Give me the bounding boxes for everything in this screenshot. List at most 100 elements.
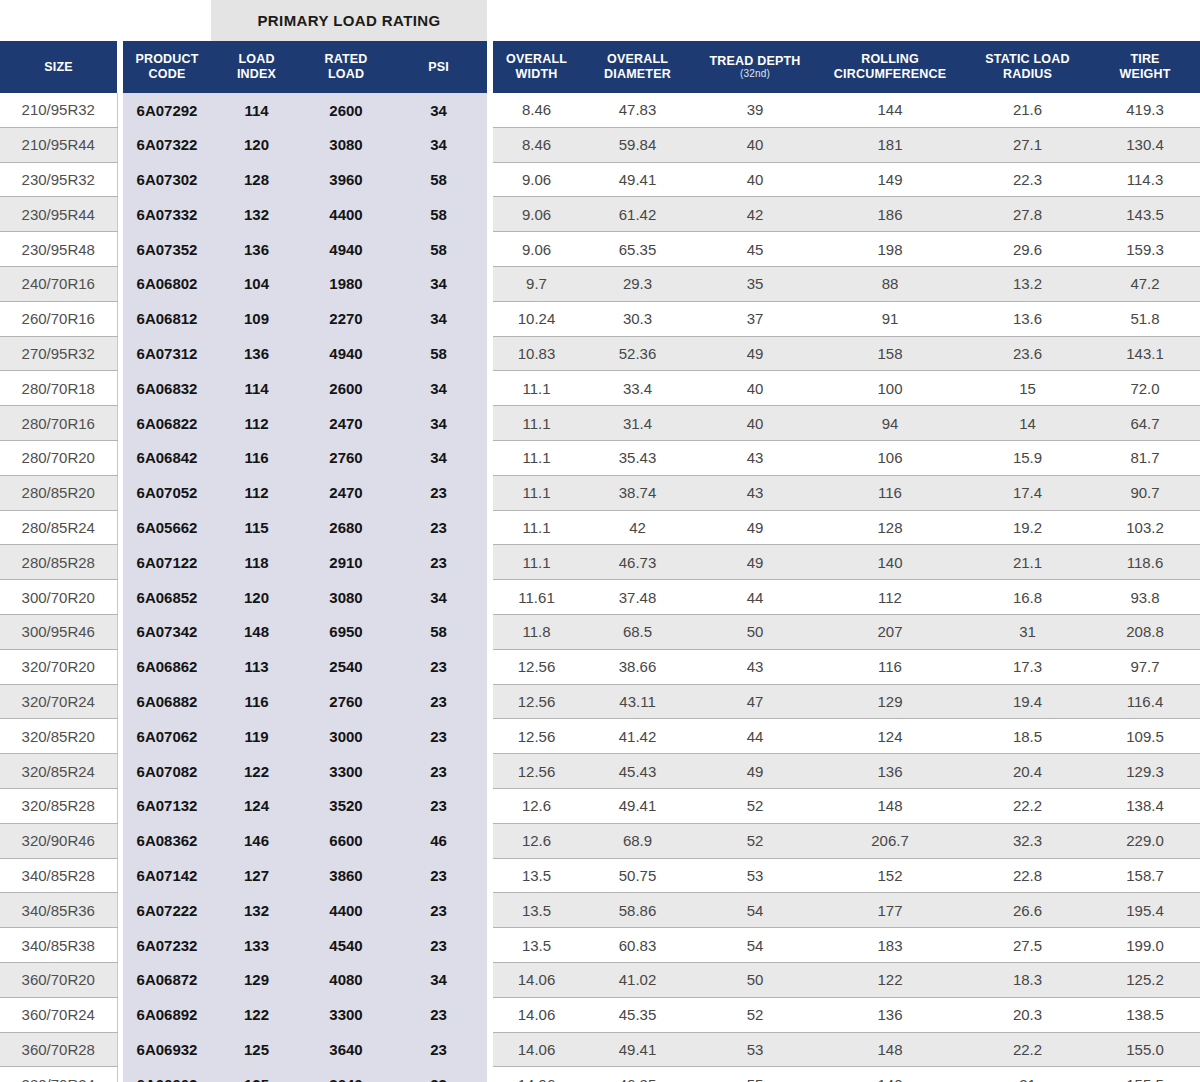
table-row: 320/85R286A0713212435202312.649.41521482… — [0, 788, 1200, 823]
rated-load-cell: 1980 — [302, 266, 390, 301]
static-load-radius-cell: 26.6 — [965, 893, 1090, 928]
product-code-cell: 6A06932 — [123, 1032, 211, 1067]
product-code-cell: 6A06822 — [123, 406, 211, 441]
static-load-radius-cell: 15.9 — [965, 440, 1090, 475]
tread-depth-cell: 40 — [695, 406, 815, 441]
table-row: 360/70R206A0687212940803414.0641.0250122… — [0, 962, 1200, 997]
size-cell: 270/95R32 — [0, 336, 117, 371]
rolling-circumference-cell: 181 — [815, 127, 965, 162]
load-index-cell: 129 — [211, 962, 302, 997]
tread-depth-cell: 45 — [695, 232, 815, 267]
rolling-circumference-cell: 148 — [815, 1032, 965, 1067]
tread-depth-cell: 54 — [695, 928, 815, 963]
tire-weight-cell: 72.0 — [1090, 371, 1200, 406]
overall-width-cell: 11.1 — [493, 475, 580, 510]
tread-depth-cell: 39 — [695, 93, 815, 127]
load-index-cell: 115 — [211, 510, 302, 545]
tread-depth-cell: 40 — [695, 371, 815, 406]
rated-load-cell: 4940 — [302, 232, 390, 267]
tread-depth-cell: 54 — [695, 893, 815, 928]
rolling-circumference-cell: 129 — [815, 684, 965, 719]
psi-cell: 23 — [390, 649, 487, 684]
overall-width-cell: 11.1 — [493, 545, 580, 580]
column-header-row: SIZEPRODUCTCODELOADINDEXRATEDLOADPSIOVER… — [0, 41, 1200, 93]
table-row: 340/85R366A0722213244002313.558.86541772… — [0, 893, 1200, 928]
rolling-circumference-cell: 158 — [815, 336, 965, 371]
rolling-circumference-cell: 94 — [815, 406, 965, 441]
rated-load-cell: 2540 — [302, 649, 390, 684]
rated-load-cell: 3640 — [302, 1067, 390, 1082]
load-index-cell: 128 — [211, 162, 302, 197]
table-row: 240/70R166A068021041980349.729.3358813.2… — [0, 266, 1200, 301]
tire-spec-table: PRIMARY LOAD RATING SIZEPRODUCTCODELOADI… — [0, 0, 1200, 1082]
psi-cell: 34 — [390, 127, 487, 162]
rated-load-cell: 2680 — [302, 510, 390, 545]
load-index-cell: 125 — [211, 1032, 302, 1067]
col-header-size: SIZE — [0, 41, 117, 93]
overall-diameter-cell: 35.43 — [580, 440, 695, 475]
static-load-radius-cell: 20.3 — [965, 997, 1090, 1032]
psi-cell: 58 — [390, 614, 487, 649]
table-row: 280/70R166A0682211224703411.131.44094146… — [0, 406, 1200, 441]
rolling-circumference-cell: 149 — [815, 162, 965, 197]
product-code-cell: 6A06902 — [123, 1067, 211, 1082]
rated-load-cell: 3640 — [302, 1032, 390, 1067]
rated-load-cell: 4400 — [302, 197, 390, 232]
overall-diameter-cell: 68.5 — [580, 614, 695, 649]
static-load-radius-cell: 19.4 — [965, 684, 1090, 719]
static-load-radius-cell: 18.5 — [965, 719, 1090, 754]
rolling-circumference-cell: 91 — [815, 301, 965, 336]
rated-load-cell: 3300 — [302, 997, 390, 1032]
product-code-cell: 6A07062 — [123, 719, 211, 754]
size-cell: 280/85R28 — [0, 545, 117, 580]
static-load-radius-cell: 14 — [965, 406, 1090, 441]
load-index-cell: 127 — [211, 858, 302, 893]
psi-cell: 23 — [390, 754, 487, 789]
tire-weight-cell: 125.2 — [1090, 962, 1200, 997]
size-cell: 320/85R20 — [0, 719, 117, 754]
col-header-overall-diameter: OVERALLDIAMETER — [580, 41, 695, 93]
load-index-cell: 114 — [211, 93, 302, 127]
overall-width-cell: 13.5 — [493, 893, 580, 928]
overall-diameter-cell: 30.3 — [580, 301, 695, 336]
load-index-cell: 136 — [211, 232, 302, 267]
psi-cell: 23 — [390, 719, 487, 754]
product-code-cell: 6A07082 — [123, 754, 211, 789]
overall-diameter-cell: 46.73 — [580, 545, 695, 580]
load-index-cell: 124 — [211, 788, 302, 823]
size-cell: 230/95R44 — [0, 197, 117, 232]
overall-width-cell: 11.1 — [493, 406, 580, 441]
col-header-overall-width: OVERALLWIDTH — [493, 41, 580, 93]
rolling-circumference-cell: 144 — [815, 93, 965, 127]
psi-cell: 34 — [390, 93, 487, 127]
overall-width-cell: 9.7 — [493, 266, 580, 301]
load-index-cell: 113 — [211, 649, 302, 684]
overall-diameter-cell: 49.41 — [580, 1032, 695, 1067]
col-header-tire-weight: TIREWEIGHT — [1090, 41, 1200, 93]
size-cell: 360/70R20 — [0, 962, 117, 997]
rated-load-cell: 2760 — [302, 440, 390, 475]
table-row: 210/95R326A072921142600348.4647.83391442… — [0, 93, 1200, 127]
overall-diameter-cell: 37.48 — [580, 580, 695, 615]
size-cell: 320/85R24 — [0, 754, 117, 789]
overall-width-cell: 11.8 — [493, 614, 580, 649]
tire-weight-cell: 118.6 — [1090, 545, 1200, 580]
size-cell: 280/85R24 — [0, 510, 117, 545]
tire-weight-cell: 419.3 — [1090, 93, 1200, 127]
tread-depth-cell: 43 — [695, 475, 815, 510]
load-index-cell: 116 — [211, 684, 302, 719]
product-code-cell: 6A07322 — [123, 127, 211, 162]
static-load-radius-cell: 23.6 — [965, 336, 1090, 371]
size-cell: 380/70R24 — [0, 1067, 117, 1082]
table-row: 320/90R466A0836214666004612.668.952206.7… — [0, 823, 1200, 858]
table-row: 280/85R246A0566211526802311.1424912819.2… — [0, 510, 1200, 545]
size-cell: 210/95R32 — [0, 93, 117, 127]
load-index-cell: 109 — [211, 301, 302, 336]
table-row: 320/70R206A0686211325402312.5638.6643116… — [0, 649, 1200, 684]
product-code-cell: 6A07352 — [123, 232, 211, 267]
load-index-cell: 125 — [211, 1067, 302, 1082]
col-header-static-load-radius: STATIC LOADRADIUS — [965, 41, 1090, 93]
col-header-tread-depth: TREAD DEPTH(32nd) — [695, 41, 815, 93]
psi-cell: 58 — [390, 336, 487, 371]
rolling-circumference-cell: 100 — [815, 371, 965, 406]
